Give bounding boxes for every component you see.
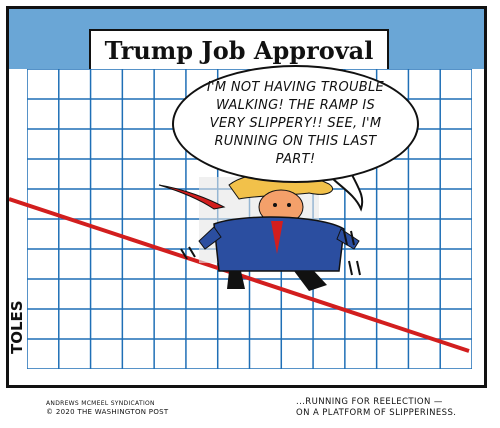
syndication-credit: ANDREWS MCMEEL SYNDICATION [46,400,155,407]
chart-title: Trump Job Approval [89,29,389,69]
speech-line: WALKING! THE RAMP IS [215,98,376,113]
caption: ...RUNNING FOR REELECTION — ON A PLATFOR… [296,397,466,419]
speech-line: VERY SLIPPERY!! SEE, I'M [209,116,382,131]
speech-text: I'M NOT HAVING TROUBLE WALKING! THE RAMP… [196,79,396,169]
speech-line: RUNNING ON THIS LAST PART! [214,134,377,167]
figure-layer [9,167,470,353]
caption-line: ON A PLATFORM OF SLIPPERINESS. [296,408,457,418]
copyright-credit: © 2020 THE WASHINGTON POST [46,408,169,416]
cartoon-panel: Trump Job Approval [6,6,487,388]
trump-figure [158,172,361,291]
speech-bubble: I'M NOT HAVING TROUBLE WALKING! THE RAMP… [172,65,419,183]
caption-line: ...RUNNING FOR REELECTION — [296,397,443,407]
artist-signature: TOLES [8,300,26,354]
speech-line: I'M NOT HAVING TROUBLE [206,80,385,95]
